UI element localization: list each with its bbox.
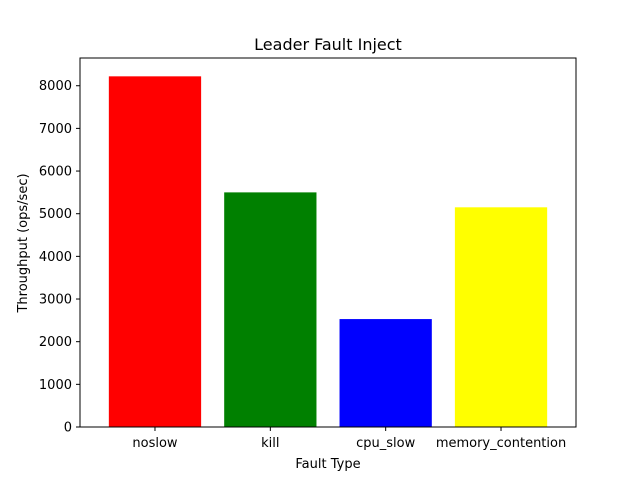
y-tick-label-7000: 7000 — [39, 122, 72, 137]
y-tick-label-2000: 2000 — [39, 335, 72, 350]
y-tick-label-3000: 3000 — [39, 293, 72, 308]
x-tick-label-kill: kill — [261, 436, 279, 451]
y-tick-label-8000: 8000 — [39, 79, 72, 94]
y-tick-label-4000: 4000 — [39, 250, 72, 265]
x-tick-label-memory-contention: memory_contention — [436, 436, 566, 451]
bar-cpu-slow — [339, 319, 432, 427]
x-axis-label: Fault Type — [295, 457, 360, 472]
chart-title: Leader Fault Inject — [254, 35, 402, 54]
x-axis: noslow kill cpu_slow memory_contention — [132, 427, 566, 451]
bar-memory-contention — [454, 207, 548, 427]
bar-noslow — [108, 76, 202, 427]
x-tick-label-noslow: noslow — [132, 436, 178, 451]
plot-area-frame — [79, 57, 577, 428]
x-tick-label-cpu-slow: cpu_slow — [356, 436, 415, 451]
bar-kill — [224, 192, 317, 427]
y-tick-label-5000: 5000 — [39, 207, 72, 222]
y-tick-label-1000: 1000 — [39, 378, 72, 393]
y-axis-label: Throughput (ops/sec) — [16, 173, 31, 313]
y-tick-label-0: 0 — [64, 421, 72, 436]
bars-layer — [108, 76, 548, 427]
y-tick-label-6000: 6000 — [39, 165, 72, 180]
y-axis: 0 1000 2000 3000 4000 5000 6000 7000 8000 — [39, 79, 80, 436]
